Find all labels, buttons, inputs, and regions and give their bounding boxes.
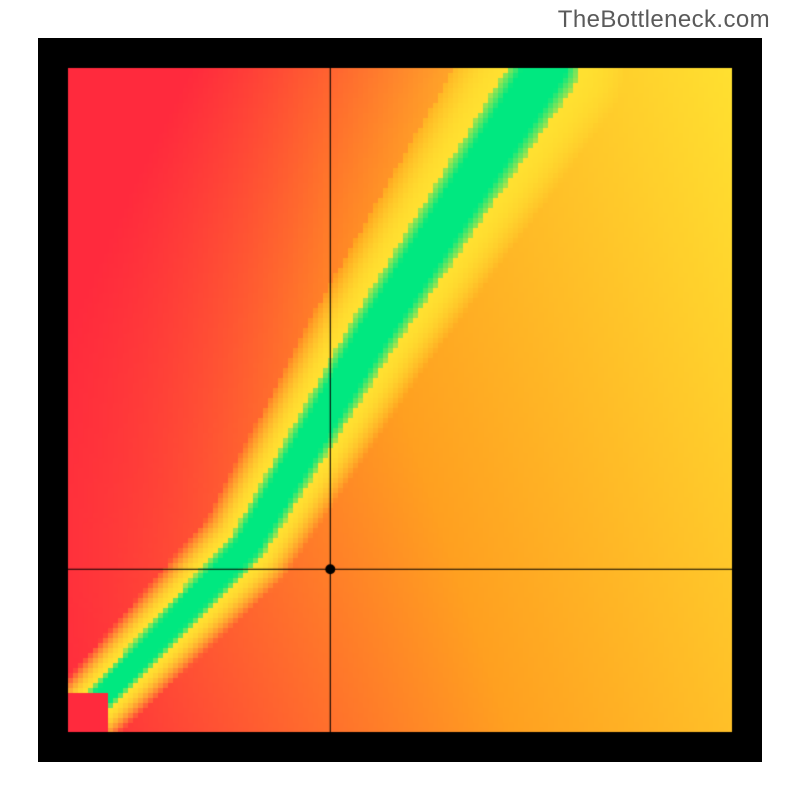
watermark-text: TheBottleneck.com	[558, 6, 770, 34]
bottleneck-heatmap	[38, 38, 762, 762]
heatmap-canvas	[38, 38, 762, 762]
